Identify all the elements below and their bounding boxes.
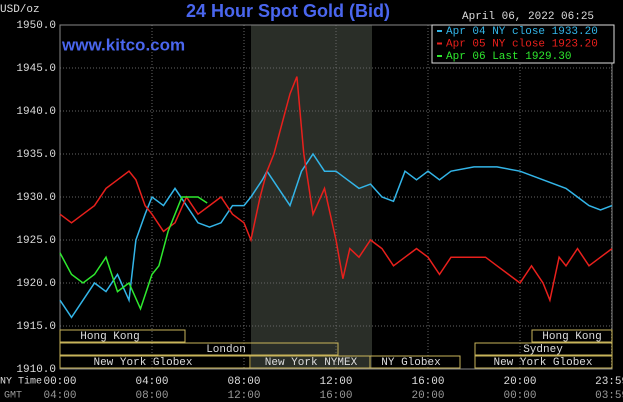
session-label: London — [206, 344, 246, 356]
session-label: NY Globex — [381, 357, 441, 369]
session-box — [59, 342, 339, 356]
session-label: New York Globex — [93, 357, 192, 369]
ny-time-label: NY Time — [0, 376, 42, 388]
session-box — [369, 355, 461, 369]
legend-label: Apr 05 NY close 1923.20 — [446, 38, 598, 50]
y-tick-label: 1925.0 — [16, 235, 56, 247]
x-tick-label: 23:59 — [595, 376, 623, 388]
gmt-tick-label: 03:59 — [595, 390, 623, 402]
y-tick-label: 1945.0 — [16, 63, 56, 75]
gmt-tick-label: 04:00 — [43, 390, 76, 402]
session-label: New York Globex — [493, 357, 592, 369]
session-label: Sydney — [523, 344, 563, 356]
sessions: Hong Kong London New York Globex New Yor… — [59, 329, 613, 369]
site-label: www.kitco.com — [61, 35, 185, 54]
y-tick-label: 1915.0 — [16, 321, 56, 333]
y-tick-label: 1935.0 — [16, 149, 56, 161]
session-box — [531, 329, 613, 343]
x-tick-label: 00:00 — [43, 376, 76, 388]
x-tick-label: 12:00 — [319, 376, 352, 388]
gmt-tick-label: 16:00 — [319, 390, 352, 402]
y-tick-label: 1910.0 — [16, 364, 56, 376]
chart-title: 24 Hour Spot Gold (Bid) — [186, 1, 390, 21]
x-tick-label: 04:00 — [135, 376, 168, 388]
gmt-label: GMT — [4, 391, 22, 402]
session-label: Hong Kong — [542, 331, 601, 343]
y-tick-label: 1920.0 — [16, 278, 56, 290]
series-line — [59, 152, 613, 319]
y-tick-label: 1950.0 — [16, 20, 56, 32]
session-box — [59, 329, 186, 343]
legend — [431, 24, 615, 64]
y-tick-label: 1940.0 — [16, 106, 56, 118]
legend-label: Apr 06 Last 1929.30 — [446, 51, 571, 63]
session-label: New York NYMEX — [265, 357, 358, 369]
gmt-tick-label: 12:00 — [227, 390, 260, 402]
series-line — [59, 76, 613, 303]
nymex-shade — [251, 25, 372, 369]
gmt-tick-label: 08:00 — [135, 390, 168, 402]
x-tick-label: 20:00 — [503, 376, 536, 388]
gmt-tick-label: 00:00 — [503, 390, 536, 402]
session-box — [474, 355, 613, 369]
date-label: April 06, 2022 06:25 — [462, 11, 594, 23]
legend-label: Apr 04 NY close 1933.20 — [446, 26, 598, 38]
series-line — [59, 196, 208, 311]
y-tick-label: 1930.0 — [16, 192, 56, 204]
plot-frame — [59, 24, 613, 370]
gmt-tick-label: 20:00 — [411, 390, 444, 402]
unit-label: USD/oz — [0, 4, 40, 16]
x-tick-label: 16:00 — [411, 376, 444, 388]
x-tick-label: 08:00 — [227, 376, 260, 388]
session-box — [474, 342, 613, 356]
session-label: Hong Kong — [80, 331, 139, 343]
